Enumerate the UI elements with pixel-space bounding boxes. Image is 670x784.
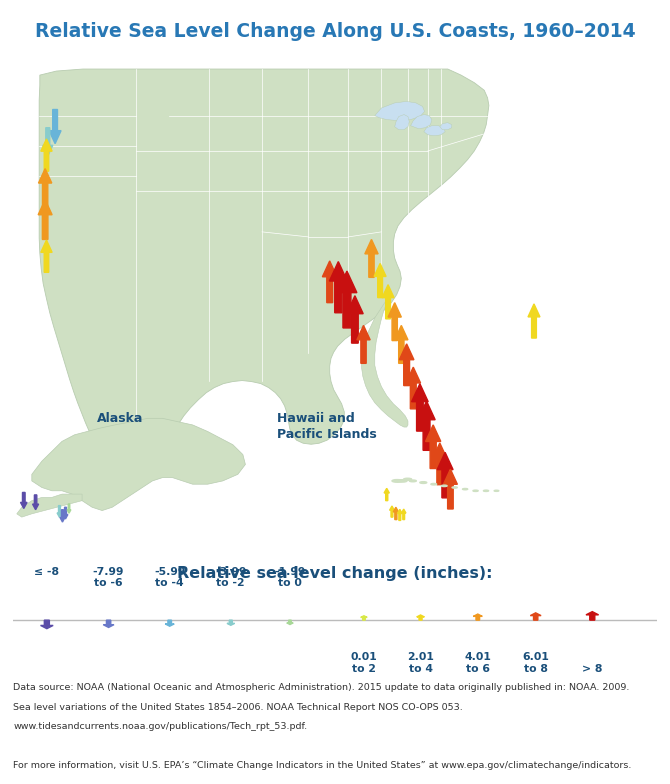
Text: -1.99
to 0: -1.99 to 0	[274, 567, 306, 588]
Text: www.tidesandcurrents.noaa.gov/publications/Tech_rpt_53.pdf.: www.tidesandcurrents.noaa.gov/publicatio…	[13, 722, 308, 731]
FancyArrow shape	[63, 507, 68, 519]
FancyArrow shape	[406, 367, 421, 409]
Ellipse shape	[442, 485, 447, 487]
FancyArrow shape	[322, 261, 337, 303]
FancyArrow shape	[384, 488, 389, 501]
Text: Alaska: Alaska	[97, 412, 143, 425]
Ellipse shape	[473, 490, 478, 492]
Text: Hawaii and
Pacific Islands: Hawaii and Pacific Islands	[277, 412, 377, 441]
FancyArrow shape	[57, 506, 62, 517]
FancyArrow shape	[330, 262, 347, 313]
Ellipse shape	[484, 490, 488, 492]
Text: 0.01
to 2: 0.01 to 2	[350, 652, 377, 673]
Polygon shape	[395, 114, 409, 129]
Polygon shape	[375, 101, 425, 121]
Text: Data source: NOAA (National Oceanic and Atmospheric Administration). 2015 update: Data source: NOAA (National Oceanic and …	[13, 683, 630, 692]
FancyArrow shape	[337, 271, 357, 328]
FancyArrow shape	[41, 139, 52, 171]
FancyArrow shape	[38, 200, 52, 239]
Text: -3.99
to -2: -3.99 to -2	[215, 567, 247, 588]
Ellipse shape	[420, 481, 427, 484]
FancyArrow shape	[49, 110, 61, 143]
FancyArrow shape	[473, 614, 482, 620]
Ellipse shape	[431, 484, 437, 485]
FancyArrow shape	[374, 263, 386, 298]
Ellipse shape	[392, 480, 403, 482]
FancyArrow shape	[530, 613, 541, 620]
Text: 2.01
to 4: 2.01 to 4	[407, 652, 434, 673]
Polygon shape	[32, 419, 245, 510]
FancyArrow shape	[346, 296, 363, 343]
Polygon shape	[39, 69, 489, 469]
FancyArrow shape	[43, 128, 53, 156]
Polygon shape	[17, 494, 82, 517]
FancyArrow shape	[389, 506, 395, 517]
Text: -7.99
to -6: -7.99 to -6	[93, 567, 125, 588]
Text: Relative Sea Level Change Along U.S. Coasts, 1960–2014: Relative Sea Level Change Along U.S. Coa…	[35, 23, 635, 42]
FancyArrow shape	[437, 452, 453, 498]
Ellipse shape	[409, 480, 416, 482]
FancyArrow shape	[399, 344, 414, 386]
FancyArrow shape	[444, 469, 458, 509]
Text: ≤ -8: ≤ -8	[34, 567, 60, 577]
Ellipse shape	[462, 488, 468, 490]
FancyArrow shape	[357, 325, 370, 363]
Text: -5.99
to -4: -5.99 to -4	[154, 567, 186, 588]
FancyArrow shape	[397, 510, 402, 521]
FancyArrow shape	[38, 169, 52, 207]
FancyArrow shape	[411, 383, 428, 431]
FancyArrow shape	[165, 620, 174, 626]
Polygon shape	[424, 125, 445, 136]
FancyArrow shape	[41, 240, 52, 272]
FancyArrow shape	[60, 510, 65, 522]
Text: > 8: > 8	[582, 663, 602, 673]
Polygon shape	[440, 122, 452, 129]
FancyArrow shape	[418, 401, 435, 450]
FancyArrow shape	[67, 504, 71, 514]
FancyArrow shape	[41, 620, 53, 629]
Ellipse shape	[494, 490, 498, 492]
Ellipse shape	[403, 478, 411, 481]
Text: 6.01
to 8: 6.01 to 8	[522, 652, 549, 673]
Ellipse shape	[452, 487, 457, 488]
FancyArrow shape	[433, 443, 447, 485]
FancyArrow shape	[287, 620, 293, 625]
FancyArrow shape	[528, 304, 540, 338]
Polygon shape	[362, 298, 408, 427]
Ellipse shape	[398, 480, 407, 482]
FancyArrow shape	[33, 495, 39, 510]
FancyArrow shape	[360, 615, 367, 620]
FancyArrow shape	[417, 615, 424, 620]
FancyArrow shape	[388, 303, 401, 340]
Text: For more information, visit U.S. EPA’s “Climate Change Indicators in the United : For more information, visit U.S. EPA’s “…	[13, 761, 632, 770]
FancyArrow shape	[395, 325, 408, 363]
FancyArrow shape	[21, 492, 27, 509]
Polygon shape	[411, 114, 432, 129]
FancyArrow shape	[382, 285, 394, 319]
Text: Sea level variations of the United States 1854–2006. NOAA Technical Report NOS C: Sea level variations of the United State…	[13, 702, 463, 712]
FancyArrow shape	[227, 620, 234, 626]
FancyArrow shape	[393, 507, 399, 520]
Text: 4.01
to 6: 4.01 to 6	[464, 652, 491, 673]
FancyArrow shape	[103, 620, 114, 627]
FancyArrow shape	[425, 425, 441, 469]
Text: Relative sea level change (inches):: Relative sea level change (inches):	[178, 565, 492, 581]
FancyArrow shape	[365, 239, 378, 278]
FancyArrow shape	[401, 509, 406, 520]
FancyArrow shape	[586, 612, 598, 620]
